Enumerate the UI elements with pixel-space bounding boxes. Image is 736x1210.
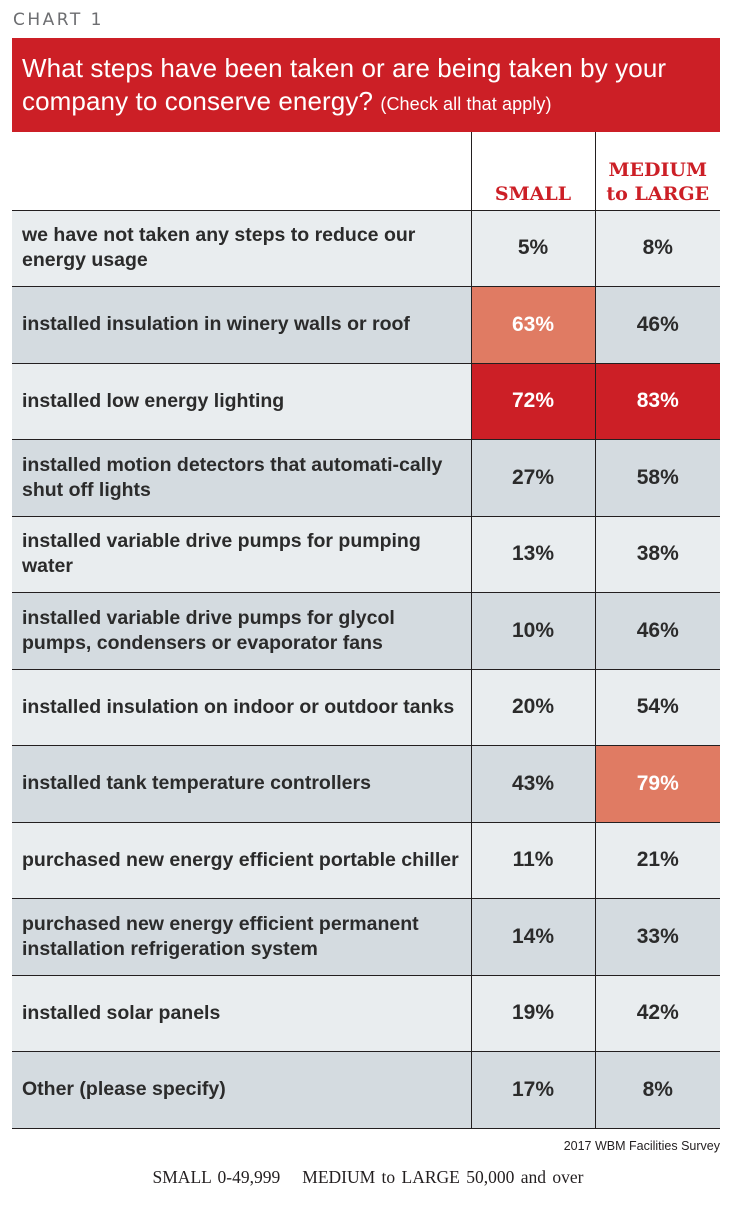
medium-large-value-cell: 58% [594, 439, 720, 516]
row-label: purchased new energy efficient portable … [12, 821, 471, 899]
medium-large-value-cell: 21% [594, 821, 720, 899]
small-value-cell: 11% [470, 821, 595, 899]
row-label: installed insulation in winery walls or … [12, 286, 471, 363]
small-value-cell: 63% [470, 286, 595, 363]
chart-title: What steps have been taken or are being … [22, 52, 710, 121]
survey-table: SMALL MEDIUM to LARGE we have not taken … [12, 132, 720, 1129]
table-row: installed solar panels 19% 42% [12, 974, 720, 1052]
small-value-cell: 19% [470, 974, 595, 1052]
small-value-cell: 5% [470, 209, 595, 287]
row-label: installed low energy lighting [12, 362, 471, 440]
medium-large-value-cell: 33% [594, 898, 720, 975]
medium-large-value-cell: 46% [594, 592, 720, 669]
small-value-cell: 72% [470, 362, 595, 440]
chart-label: CHART 1 [13, 10, 104, 30]
medium-large-value-cell: 79% [594, 745, 720, 822]
table-row: installed motion detectors that automati… [12, 439, 720, 516]
medium-large-value-cell: 8% [594, 209, 720, 287]
table-row: installed variable drive pumps for pumpi… [12, 515, 720, 593]
table-row: installed variable drive pumps for glyco… [12, 592, 720, 669]
small-value-cell: 10% [470, 592, 595, 669]
medium-large-value-cell: 83% [594, 362, 720, 440]
row-label: Other (please specify) [12, 1051, 471, 1129]
row-label: installed tank temperature controllers [12, 745, 471, 822]
chart-title-text: What steps have been taken or are being … [22, 53, 667, 116]
table-row: installed insulation on indoor or outdoo… [12, 668, 720, 746]
header-empty-cell [12, 132, 471, 210]
table-row: purchased new energy efficient permanent… [12, 898, 720, 975]
table-row: installed insulation in winery walls or … [12, 286, 720, 363]
small-value-cell: 27% [470, 439, 595, 516]
small-value-cell: 43% [470, 745, 595, 822]
legend-small: SMALL 0-49,999 [152, 1167, 281, 1187]
source-credit: 2017 WBM Facilities Survey [563, 1139, 720, 1153]
row-label: purchased new energy efficient permanent… [12, 898, 471, 975]
row-label: we have not taken any steps to reduce ou… [12, 209, 471, 287]
medium-large-value-cell: 54% [594, 668, 720, 746]
table-header-row: SMALL MEDIUM to LARGE [12, 132, 720, 210]
size-legend: SMALL 0-49,999 MEDIUM to LARGE 50,000 and… [0, 1167, 736, 1188]
row-label: installed variable drive pumps for pumpi… [12, 515, 471, 593]
table-row: purchased new energy efficient portable … [12, 821, 720, 899]
header-medium-large: MEDIUM to LARGE [594, 132, 720, 210]
row-label: installed motion detectors that automati… [12, 439, 471, 516]
chart-title-banner: What steps have been taken or are being … [12, 38, 720, 132]
header-medium-label-line2: to LARGE [606, 182, 710, 205]
small-value-cell: 17% [470, 1051, 595, 1129]
medium-large-value-cell: 42% [594, 974, 720, 1052]
small-value-cell: 13% [470, 515, 595, 593]
medium-large-value-cell: 8% [594, 1051, 720, 1129]
header-medium-label-line1: MEDIUM [608, 158, 707, 181]
table-row: installed low energy lighting 72% 83% [12, 362, 720, 440]
table-body: we have not taken any steps to reduce ou… [12, 209, 720, 1129]
chart-title-note: (Check all that apply) [380, 94, 552, 114]
row-label: installed solar panels [12, 974, 471, 1052]
medium-large-value-cell: 46% [594, 286, 720, 363]
header-small-label: SMALL [494, 182, 572, 205]
header-small: SMALL [470, 132, 595, 210]
small-value-cell: 14% [470, 898, 595, 975]
row-label: installed variable drive pumps for glyco… [12, 592, 471, 669]
medium-large-value-cell: 38% [594, 515, 720, 593]
small-value-cell: 20% [470, 668, 595, 746]
row-label: installed insulation on indoor or outdoo… [12, 668, 471, 746]
table-row: installed tank temperature controllers 43… [12, 745, 720, 822]
table-row: we have not taken any steps to reduce ou… [12, 209, 720, 287]
legend-medium-large: MEDIUM to LARGE 50,000 and over [302, 1167, 584, 1187]
table-row: Other (please specify) 17% 8% [12, 1051, 720, 1129]
